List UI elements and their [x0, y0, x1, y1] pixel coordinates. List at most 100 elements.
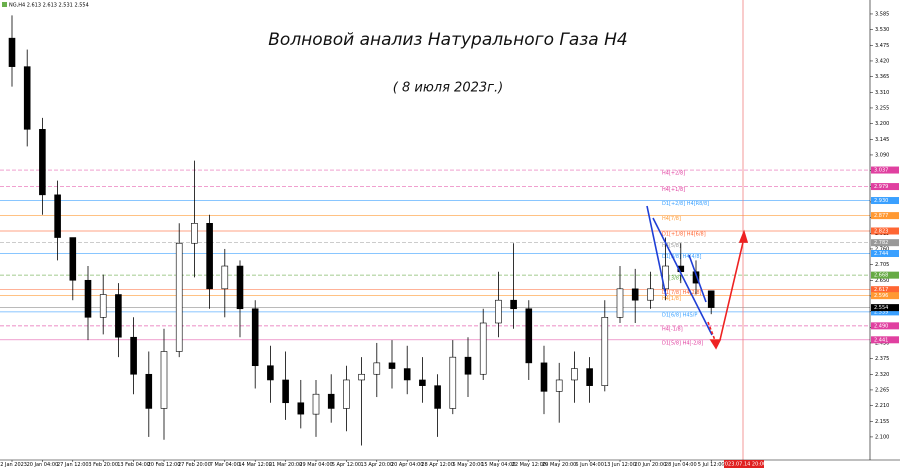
chart-subtitle: ( 8 июля 2023г.) [393, 81, 503, 96]
x-tick-label: 28 Jun 04:00 [665, 462, 697, 468]
x-tick-label: 20 Feb 12:00 [148, 462, 181, 468]
y-tick-label: 3.145 [875, 137, 889, 143]
x-tick-label: 5 Apr 12:00 [332, 462, 361, 468]
x-tick-label: 22 May 12:00 [512, 462, 546, 468]
y-tick-label: 2.430 [875, 340, 889, 346]
y-tick-label: 3.200 [875, 121, 889, 127]
x-tick-label: 13 Jun 12:00 [604, 462, 636, 468]
wave-line [646, 205, 667, 297]
y-tick-label: 2.705 [875, 262, 889, 268]
forecast-down [707, 321, 717, 344]
candle-body [39, 129, 46, 196]
level-price: 2.744 [874, 251, 888, 257]
level-box [871, 166, 899, 174]
candle-body [251, 308, 259, 367]
y-tick-label: 2.210 [875, 403, 889, 409]
candle-body [160, 351, 168, 409]
x-tick-label: 20 Apr 04:00 [391, 462, 424, 468]
candle-body [540, 362, 548, 392]
y-tick-label: 3.310 [875, 90, 889, 96]
level-box [871, 271, 899, 279]
candle-body [236, 265, 244, 310]
candle-body [191, 223, 198, 244]
x-tick-label: 20 Jun 20:00 [635, 462, 667, 468]
candle-body [358, 373, 365, 381]
cursor-label: 2023.07.14 20:00 [722, 462, 767, 468]
candle-body [206, 223, 213, 290]
symbol-info: NG,H4 2.613 2.613 2.531 2.554 [9, 3, 89, 9]
candle-body [327, 393, 335, 409]
candle-body [69, 237, 77, 281]
levels: H4[+2/8] H4[+1/8] D1[+2/8] H4[R8/8] H4[7/8]… [0, 169, 870, 346]
x-tick-label: 20 Jan 04:00 [27, 462, 59, 468]
level-name: D1[6/8] H4S/P [662, 312, 697, 318]
level-price: 3.037 [874, 168, 888, 174]
level-box [871, 183, 899, 191]
arrow-head [709, 339, 722, 350]
y-tick-label: 2.650 [875, 278, 889, 284]
level-box [871, 292, 899, 300]
candle-body [99, 294, 107, 318]
wave-lines [646, 205, 713, 336]
x-tick-label: 13 Feb 04:00 [117, 462, 150, 468]
level-box [871, 227, 899, 235]
y-tick-label: 3.530 [875, 27, 889, 33]
y-tick-label: 3.585 [875, 11, 889, 17]
candle-body [631, 288, 639, 301]
level-box [871, 212, 899, 220]
x-tick-label: 3 Feb 20:00 [88, 462, 118, 468]
level-name: D1[+1/8] H4[6/8] [662, 231, 706, 237]
candle-body [464, 356, 472, 375]
candle-body [434, 385, 441, 409]
x-tick-label: 29 May 20:00 [542, 462, 576, 468]
level-name: D1[5/8] H4[-2/8] [662, 340, 703, 346]
level-box [871, 286, 899, 294]
level-name: H4[5/8] [662, 243, 681, 249]
candle-body [373, 362, 381, 375]
arrow-head [738, 229, 749, 243]
y-tick-label: 3.255 [875, 105, 889, 111]
forecast-up [719, 237, 745, 341]
y-tick-label: 2.760 [875, 246, 889, 252]
candle-body [115, 294, 122, 338]
candle-body [403, 368, 411, 381]
chart-title: Волновой анализ Натурального Газа H4 [268, 30, 627, 50]
level-name: H4[7/8] [662, 216, 681, 222]
x-tick-label: 21 Mar 20:00 [269, 462, 302, 468]
candle-body [145, 373, 153, 409]
x-tick-label: 27 Feb 20:00 [178, 462, 211, 468]
candle-body [692, 271, 700, 284]
candle-body [175, 242, 183, 352]
cursor-label-box [724, 460, 764, 468]
level-price: 2.596 [874, 293, 888, 299]
candle-body [282, 379, 289, 404]
candle-body [312, 393, 320, 415]
wave-line [688, 254, 707, 303]
candle-body [343, 379, 350, 409]
level-box [871, 239, 899, 247]
level-name: H4[+1/8] [662, 187, 685, 193]
level-name: H4[-1/8] [662, 326, 683, 332]
x-tick-label: 14 Mar 12:00 [239, 462, 272, 468]
symbol-icon [2, 2, 7, 7]
candle-body [571, 368, 578, 381]
candle-body [84, 279, 92, 318]
candle-body [297, 402, 305, 415]
y-tick-label: 3.090 [875, 152, 889, 158]
level-price: 2.823 [874, 228, 888, 234]
x-tick-label: 13 Apr 20:00 [360, 462, 393, 468]
x-tick-label: 27 Jan 12:00 [57, 462, 89, 468]
x-tick-label: 7 Mar 04:00 [210, 462, 240, 468]
level-name: D1[+2/8] H4[R8/8] [662, 201, 709, 207]
level-price: 2.441 [874, 337, 888, 343]
y-tick-label: 2.265 [875, 387, 889, 393]
x-tick-label: 5 May 20:00 [452, 462, 483, 468]
level-price: 2.539 [874, 309, 888, 315]
candle-body [601, 317, 609, 386]
level-box [871, 197, 899, 205]
candle-body [419, 379, 426, 386]
candle-body [525, 308, 533, 364]
level-name: D1[7/8] H4[2/8] [662, 290, 702, 296]
